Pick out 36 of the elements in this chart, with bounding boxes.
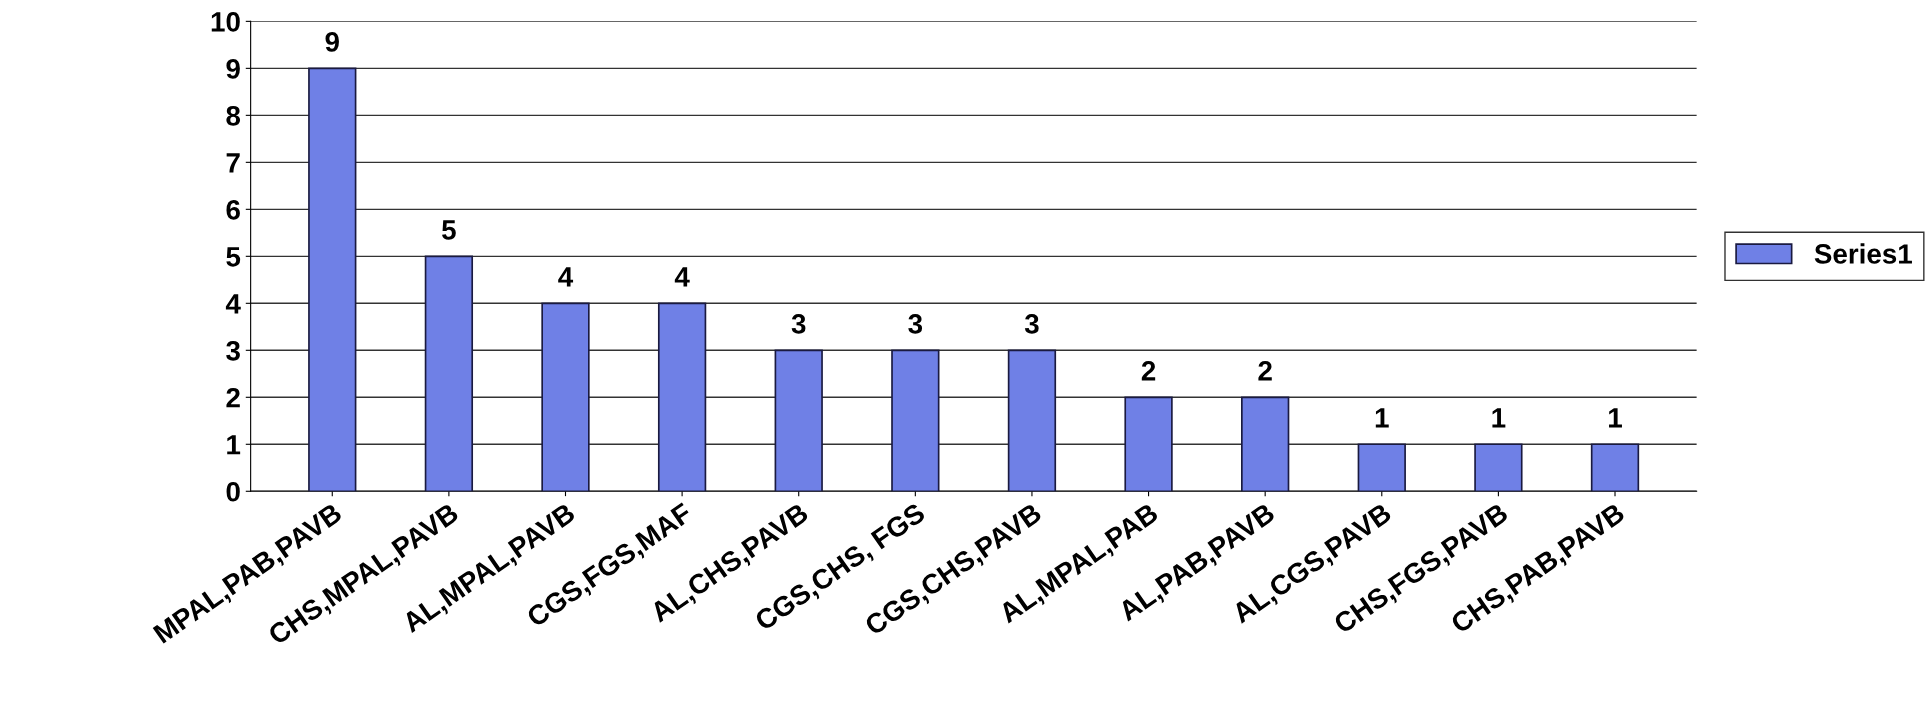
- bar: [1590, 443, 1640, 492]
- bar: [891, 349, 940, 492]
- bar: [1007, 349, 1057, 492]
- y-tick-label: 0: [226, 481, 240, 502]
- data-label: 3: [1024, 314, 1039, 334]
- bar: [1241, 396, 1290, 492]
- data-label: 1: [1492, 408, 1506, 428]
- data-label: 1: [1609, 408, 1622, 428]
- y-tick-label: 5: [226, 247, 241, 267]
- bar: [541, 302, 590, 492]
- y-tick-label: 6: [226, 200, 240, 220]
- y-tick-label: 8: [226, 106, 241, 126]
- y-tick-label: 2: [226, 387, 240, 408]
- bar: [1474, 443, 1523, 492]
- data-label: 2: [1258, 361, 1272, 381]
- bar: [774, 349, 823, 492]
- data-label: 1: [1375, 408, 1389, 428]
- y-tick-label: 1: [227, 435, 241, 455]
- y-tick-label: 9: [226, 59, 240, 79]
- bar: [1124, 396, 1173, 492]
- bar: [657, 302, 707, 492]
- y-tick-label: 7: [226, 153, 240, 173]
- data-label: 4: [674, 267, 690, 287]
- bar: [424, 255, 474, 492]
- y-tick-label: 10: [211, 12, 240, 32]
- data-label: 9: [325, 32, 339, 52]
- data-label: 5: [442, 220, 456, 240]
- y-tick-label: 4: [225, 294, 241, 314]
- data-label: 4: [558, 267, 574, 287]
- bar: [308, 67, 357, 492]
- data-label: 3: [791, 314, 806, 334]
- data-label: 3: [908, 314, 923, 334]
- y-tick-label: 3: [226, 340, 240, 361]
- data-label: 2: [1141, 361, 1156, 381]
- bar: [1357, 443, 1406, 492]
- legend-label: Series1: [1814, 243, 1912, 264]
